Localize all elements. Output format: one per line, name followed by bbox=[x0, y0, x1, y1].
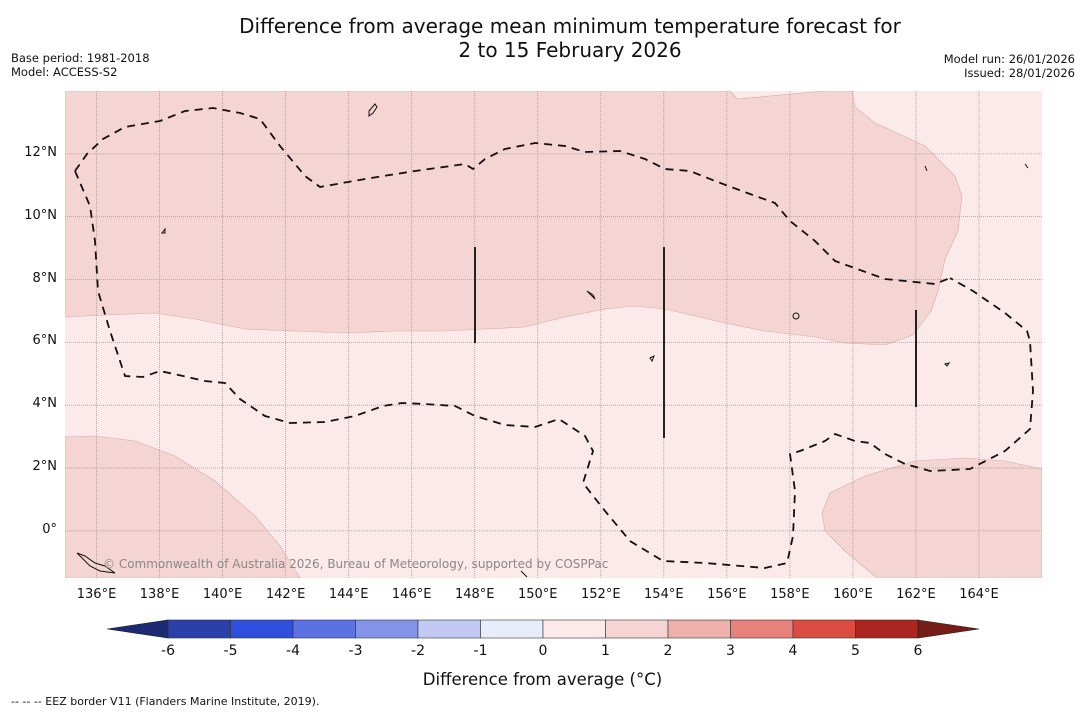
colorbar-tick-label: -4 bbox=[286, 643, 300, 659]
longitude-tick-label: 164°E bbox=[959, 587, 999, 602]
colorbar-segment bbox=[168, 620, 231, 638]
colorbar-tick-label: -5 bbox=[224, 643, 238, 659]
map-title: Difference from average mean minimum tem… bbox=[0, 14, 1085, 62]
longitude-tick-label: 150°E bbox=[518, 587, 558, 602]
longitude-tick-label: 136°E bbox=[77, 587, 117, 602]
island-outline bbox=[945, 363, 949, 366]
longitude-tick-label: 162°E bbox=[896, 587, 936, 602]
latitude-tick-label: 0° bbox=[42, 522, 57, 537]
colorbar-segment bbox=[481, 620, 544, 638]
longitude-tick-label: 148°E bbox=[455, 587, 495, 602]
longitude-tick-label: 146°E bbox=[392, 587, 432, 602]
latitude-tick-label: 4°N bbox=[33, 396, 58, 411]
meta-right: Model run: 26/01/2026 Issued: 28/01/2026 bbox=[944, 52, 1075, 80]
colorbar-segment bbox=[231, 620, 294, 638]
anomaly-region-1-2-southeast bbox=[822, 458, 1042, 578]
longitude-tick-label: 156°E bbox=[707, 587, 747, 602]
colorbar-segment bbox=[543, 620, 606, 638]
colorbar-segment bbox=[731, 620, 794, 638]
colorbar-segment bbox=[793, 620, 856, 638]
longitude-tick-label: 152°E bbox=[581, 587, 621, 602]
colorbar-tick-label: -2 bbox=[411, 643, 425, 659]
colorbar-tick-label: -1 bbox=[474, 643, 488, 659]
copyright-credit: © Commonwealth of Australia 2026, Bureau… bbox=[103, 557, 608, 571]
longitude-tick-label: 160°E bbox=[833, 587, 873, 602]
colorbar-tick-label: 3 bbox=[726, 643, 735, 659]
title-line-2: 2 to 15 February 2026 bbox=[0, 38, 1085, 62]
colorbar-label: Difference from average (°C) bbox=[0, 670, 1085, 689]
latitude-tick-label: 2°N bbox=[33, 459, 58, 474]
colorbar-tick-label: 0 bbox=[539, 643, 548, 659]
colorbar-segment bbox=[418, 620, 481, 638]
colorbar-segment bbox=[856, 620, 919, 638]
colorbar-tick-label: 2 bbox=[664, 643, 673, 659]
latitude-tick-label: 8°N bbox=[33, 271, 58, 286]
title-line-1: Difference from average mean minimum tem… bbox=[0, 14, 1085, 38]
colorbar-extend-low bbox=[107, 620, 168, 638]
colorbar-tick-label: 1 bbox=[601, 643, 610, 659]
colorbar-segment bbox=[293, 620, 356, 638]
issued-date: Issued: 28/01/2026 bbox=[944, 66, 1075, 80]
island-outline bbox=[521, 571, 527, 577]
base-period: Base period: 1981-2018 bbox=[11, 51, 150, 65]
longitude-tick-label: 144°E bbox=[329, 587, 369, 602]
longitude-tick-label: 140°E bbox=[203, 587, 243, 602]
map-canvas bbox=[65, 91, 1042, 578]
colorbar-tick-label: -3 bbox=[349, 643, 363, 659]
colorbar-tick-label: 6 bbox=[914, 643, 923, 659]
longitude-tick-label: 154°E bbox=[644, 587, 684, 602]
meta-left: Base period: 1981-2018 Model: ACCESS-S2 bbox=[11, 51, 150, 79]
colorbar-tick-label: 5 bbox=[851, 643, 860, 659]
model-name: Model: ACCESS-S2 bbox=[11, 65, 150, 79]
colorbar-segment bbox=[356, 620, 419, 638]
longitude-tick-label: 158°E bbox=[770, 587, 810, 602]
colorbar-segment bbox=[668, 620, 731, 638]
eez-footnote: -- -- -- EEZ border V11 (Flanders Marine… bbox=[11, 695, 319, 708]
longitude-tick-label: 142°E bbox=[266, 587, 306, 602]
anomaly-region-1-2-north bbox=[65, 91, 962, 345]
colorbar-tick-label: -6 bbox=[161, 643, 175, 659]
colorbar-extend-high bbox=[918, 620, 979, 638]
latitude-tick-label: 6°N bbox=[33, 333, 58, 348]
map-panel[interactable]: © Commonwealth of Australia 2026, Bureau… bbox=[65, 91, 1042, 578]
colorbar-tick-label: 4 bbox=[789, 643, 798, 659]
latitude-tick-label: 10°N bbox=[24, 208, 57, 223]
island-outline bbox=[650, 356, 654, 361]
colorbar bbox=[107, 615, 979, 643]
longitude-tick-label: 138°E bbox=[140, 587, 180, 602]
colorbar-segment bbox=[606, 620, 669, 638]
latitude-tick-label: 12°N bbox=[24, 145, 57, 160]
model-run: Model run: 26/01/2026 bbox=[944, 52, 1075, 66]
